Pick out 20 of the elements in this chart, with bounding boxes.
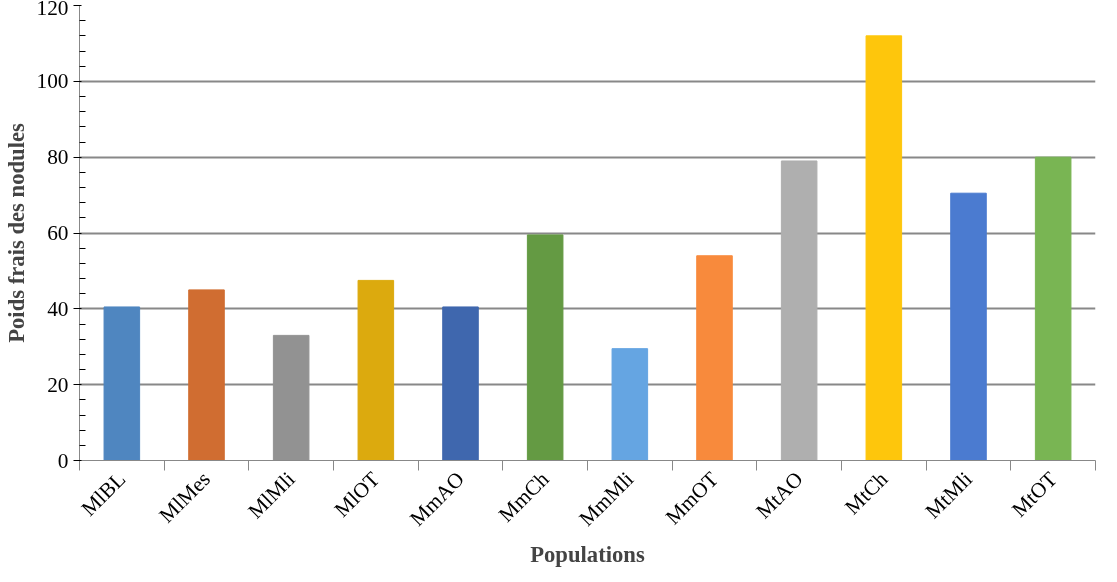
y-tick-label: 60 [47, 221, 69, 245]
bar [357, 279, 395, 461]
bar [103, 306, 141, 461]
y-axis-title: Poids frais des nodules [3, 122, 29, 343]
y-tick-label: 80 [47, 145, 69, 170]
bar [1034, 156, 1072, 461]
y-tick-label: 40 [47, 296, 69, 321]
bar [865, 35, 903, 461]
y-tick-label: 20 [47, 372, 69, 397]
bar [950, 192, 987, 461]
x-axis-title: Populations [530, 542, 645, 568]
y-tick-label: 120 [36, 0, 69, 20]
bar [526, 234, 564, 461]
bar [696, 255, 733, 461]
y-tick-label: 100 [36, 69, 69, 94]
bar [188, 289, 225, 461]
y-tick-label: 0 [57, 448, 69, 473]
bar [780, 160, 818, 461]
bar [611, 348, 649, 461]
bar [442, 306, 479, 461]
